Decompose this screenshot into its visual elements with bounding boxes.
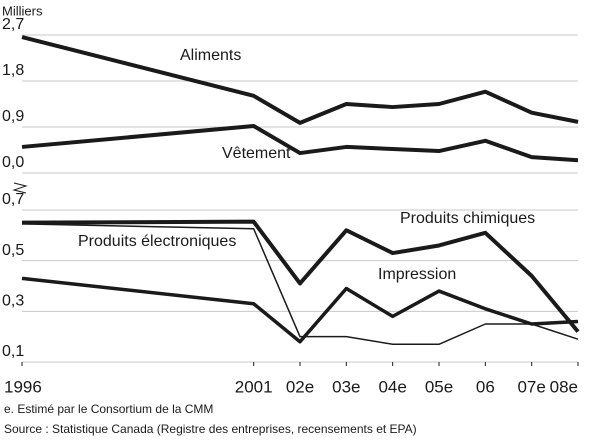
x-tick-label: 03e — [332, 377, 360, 396]
series-line — [21, 276, 579, 344]
series-line — [21, 123, 579, 163]
series-label: Impression — [378, 266, 456, 283]
y-tick-label: 0,0 — [2, 154, 24, 171]
x-tick-label: 2001 — [235, 377, 273, 396]
series-line — [21, 219, 580, 333]
source: Source : Statistique Canada (Registre de… — [4, 422, 417, 436]
x-tick-label: 07e — [517, 377, 545, 396]
y-tick-label: 1,8 — [2, 62, 24, 79]
series-label: Produits électroniques — [78, 233, 236, 250]
series-line — [21, 223, 579, 346]
y-axis-label: Milliers — [2, 3, 43, 18]
x-tick-label: 1996 — [4, 377, 42, 396]
series-line — [21, 35, 579, 125]
y-tick-label: 0,7 — [2, 191, 24, 208]
y-tick-label: 2,7 — [2, 16, 24, 33]
x-tick-label: 08e — [550, 377, 578, 396]
footnote: e. Estimé par le Consortium de la CMM — [4, 402, 213, 416]
x-tick-label: 02e — [286, 377, 314, 396]
x-tick-label: 04e — [378, 377, 406, 396]
x-tick-label: 05e — [425, 377, 453, 396]
series-label: Vêtement — [222, 145, 291, 162]
y-tick-label: 0,5 — [2, 242, 24, 259]
y-tick-label: 0,1 — [2, 343, 24, 360]
series-label: Produits chimiques — [400, 210, 535, 227]
y-tick-label: 0,3 — [2, 293, 24, 310]
y-tick-label: 0,9 — [2, 108, 24, 125]
axis-break — [12, 182, 28, 194]
x-tick-label: 06 — [476, 377, 495, 396]
series-label: Aliments — [180, 47, 241, 64]
